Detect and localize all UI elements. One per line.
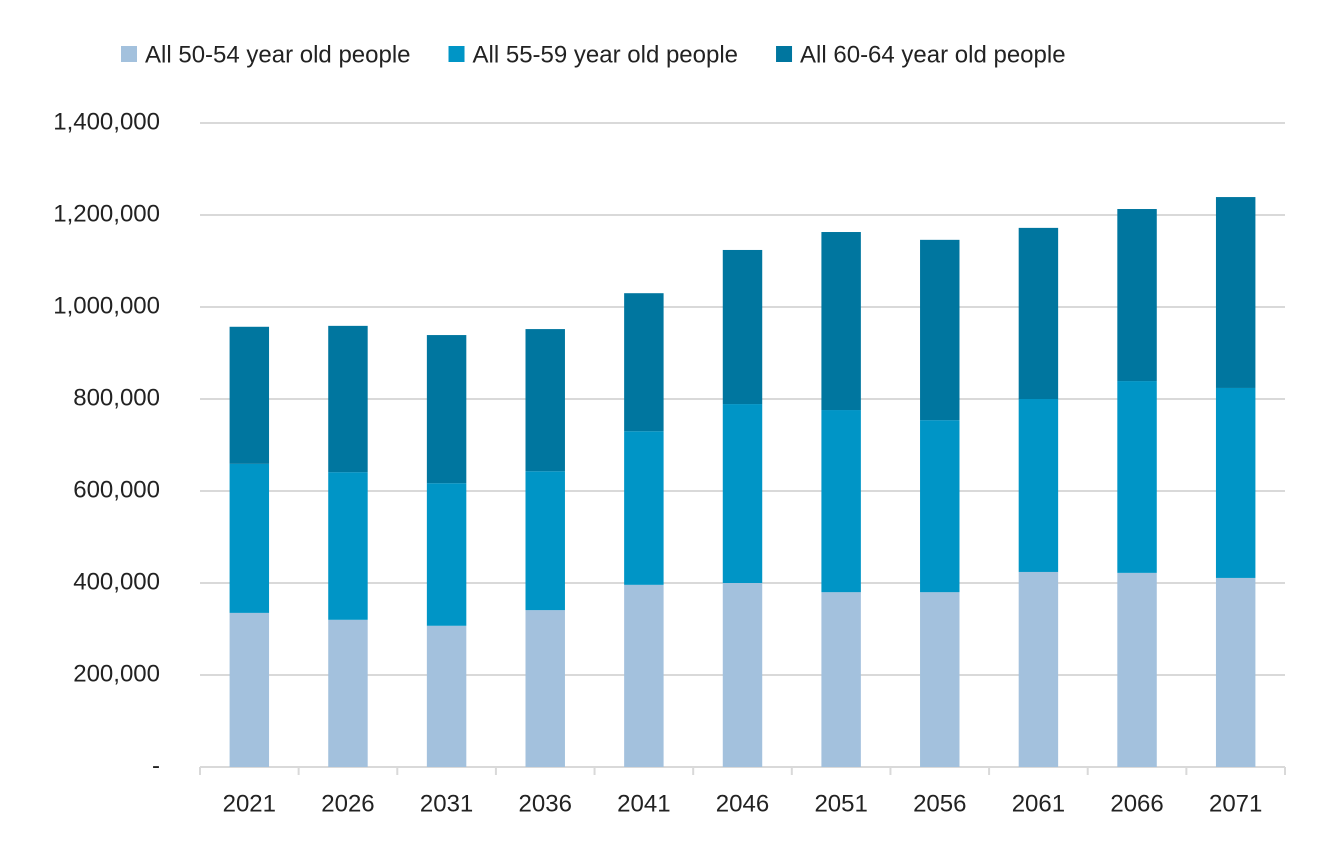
bar-segment xyxy=(920,239,960,421)
bar-segment xyxy=(328,472,368,620)
x-tick-label: 2056 xyxy=(913,790,966,817)
bar-segment xyxy=(426,625,467,767)
bar-segment xyxy=(821,410,861,593)
bar-segment xyxy=(722,404,763,583)
y-tick-label: 1,200,000 xyxy=(53,200,160,227)
legend-label: All 50-54 year old people xyxy=(145,41,411,68)
x-tick-label: 2021 xyxy=(223,790,276,817)
y-tick-label: - xyxy=(152,752,160,779)
bar-segment xyxy=(229,612,270,767)
bar-segment xyxy=(229,326,270,464)
y-tick-label: 200,000 xyxy=(73,660,160,687)
bar-segment xyxy=(624,431,664,585)
y-tick-label: 400,000 xyxy=(73,568,160,595)
bar-segment xyxy=(1117,209,1157,382)
x-tick-label: 2036 xyxy=(519,790,572,817)
bar-segment xyxy=(426,483,467,626)
bar-segment xyxy=(328,619,368,767)
bar-segment xyxy=(1215,577,1256,767)
x-tick-label: 2041 xyxy=(617,790,670,817)
y-tick-label: 800,000 xyxy=(73,384,160,411)
legend-label: All 55-59 year old people xyxy=(473,41,739,68)
bar-segment xyxy=(1018,227,1059,399)
bar-segment xyxy=(1018,399,1059,572)
y-tick-label: 1,000,000 xyxy=(53,292,160,319)
bar-segment xyxy=(624,293,664,432)
bar-segment xyxy=(624,584,664,767)
bar-segment xyxy=(1215,197,1256,388)
y-tick-label: 1,400,000 xyxy=(53,108,160,135)
x-tick-label: 2051 xyxy=(814,790,867,817)
bar-segment xyxy=(1215,387,1256,578)
bar-segment xyxy=(525,329,565,472)
bar-segment xyxy=(722,249,763,405)
bar-segment xyxy=(1018,571,1059,767)
bar-segment xyxy=(1117,572,1157,767)
bar-segment xyxy=(920,420,960,593)
legend-swatch xyxy=(776,46,793,62)
bar-segment xyxy=(821,592,861,767)
bar-segment xyxy=(821,232,861,411)
bar-segment xyxy=(229,463,270,613)
legend-swatch xyxy=(121,46,137,62)
bar-segment xyxy=(722,583,763,767)
bar-segment xyxy=(328,325,368,473)
x-tick-label: 2031 xyxy=(420,790,473,817)
x-tick-label: 2026 xyxy=(321,790,374,817)
bar-segment xyxy=(1117,381,1157,573)
legend-label: All 60-64 year old people xyxy=(800,41,1066,68)
bar-segment xyxy=(920,592,960,767)
bar-segment xyxy=(525,471,565,611)
bar-segment xyxy=(525,610,565,767)
legend-swatch xyxy=(448,46,465,62)
y-tick-label: 600,000 xyxy=(73,476,160,503)
x-tick-label: 2071 xyxy=(1209,790,1262,817)
x-tick-label: 2066 xyxy=(1110,790,1163,817)
x-tick-label: 2061 xyxy=(1012,790,1065,817)
bar-segment xyxy=(426,335,467,484)
x-tick-label: 2046 xyxy=(716,790,769,817)
